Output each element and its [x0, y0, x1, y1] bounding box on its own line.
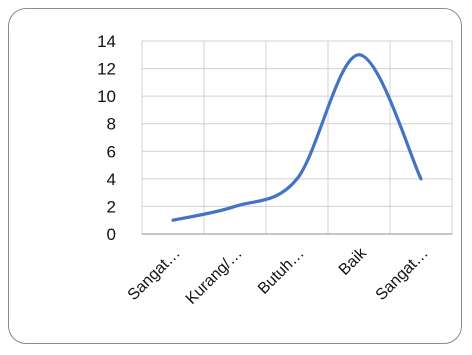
- y-tick-label: 10: [97, 87, 116, 106]
- y-tick-label: 2: [107, 197, 116, 216]
- x-category-label: Butuh…: [255, 245, 308, 298]
- x-category-label: Sangat…: [373, 245, 432, 304]
- x-category-label: Baik: [336, 244, 371, 279]
- y-tick-label: 14: [97, 32, 116, 51]
- series-line: [171, 53, 423, 222]
- y-tick-label: 4: [107, 170, 116, 189]
- x-category-label: Kurang/…: [183, 245, 246, 308]
- y-tick-label: 6: [107, 142, 116, 161]
- x-category-label: Sangat…: [125, 245, 184, 304]
- y-tick-label: 12: [97, 60, 116, 79]
- y-tick-label: 0: [107, 225, 116, 244]
- y-tick-label: 8: [107, 115, 116, 134]
- chart-frame: [8, 8, 462, 344]
